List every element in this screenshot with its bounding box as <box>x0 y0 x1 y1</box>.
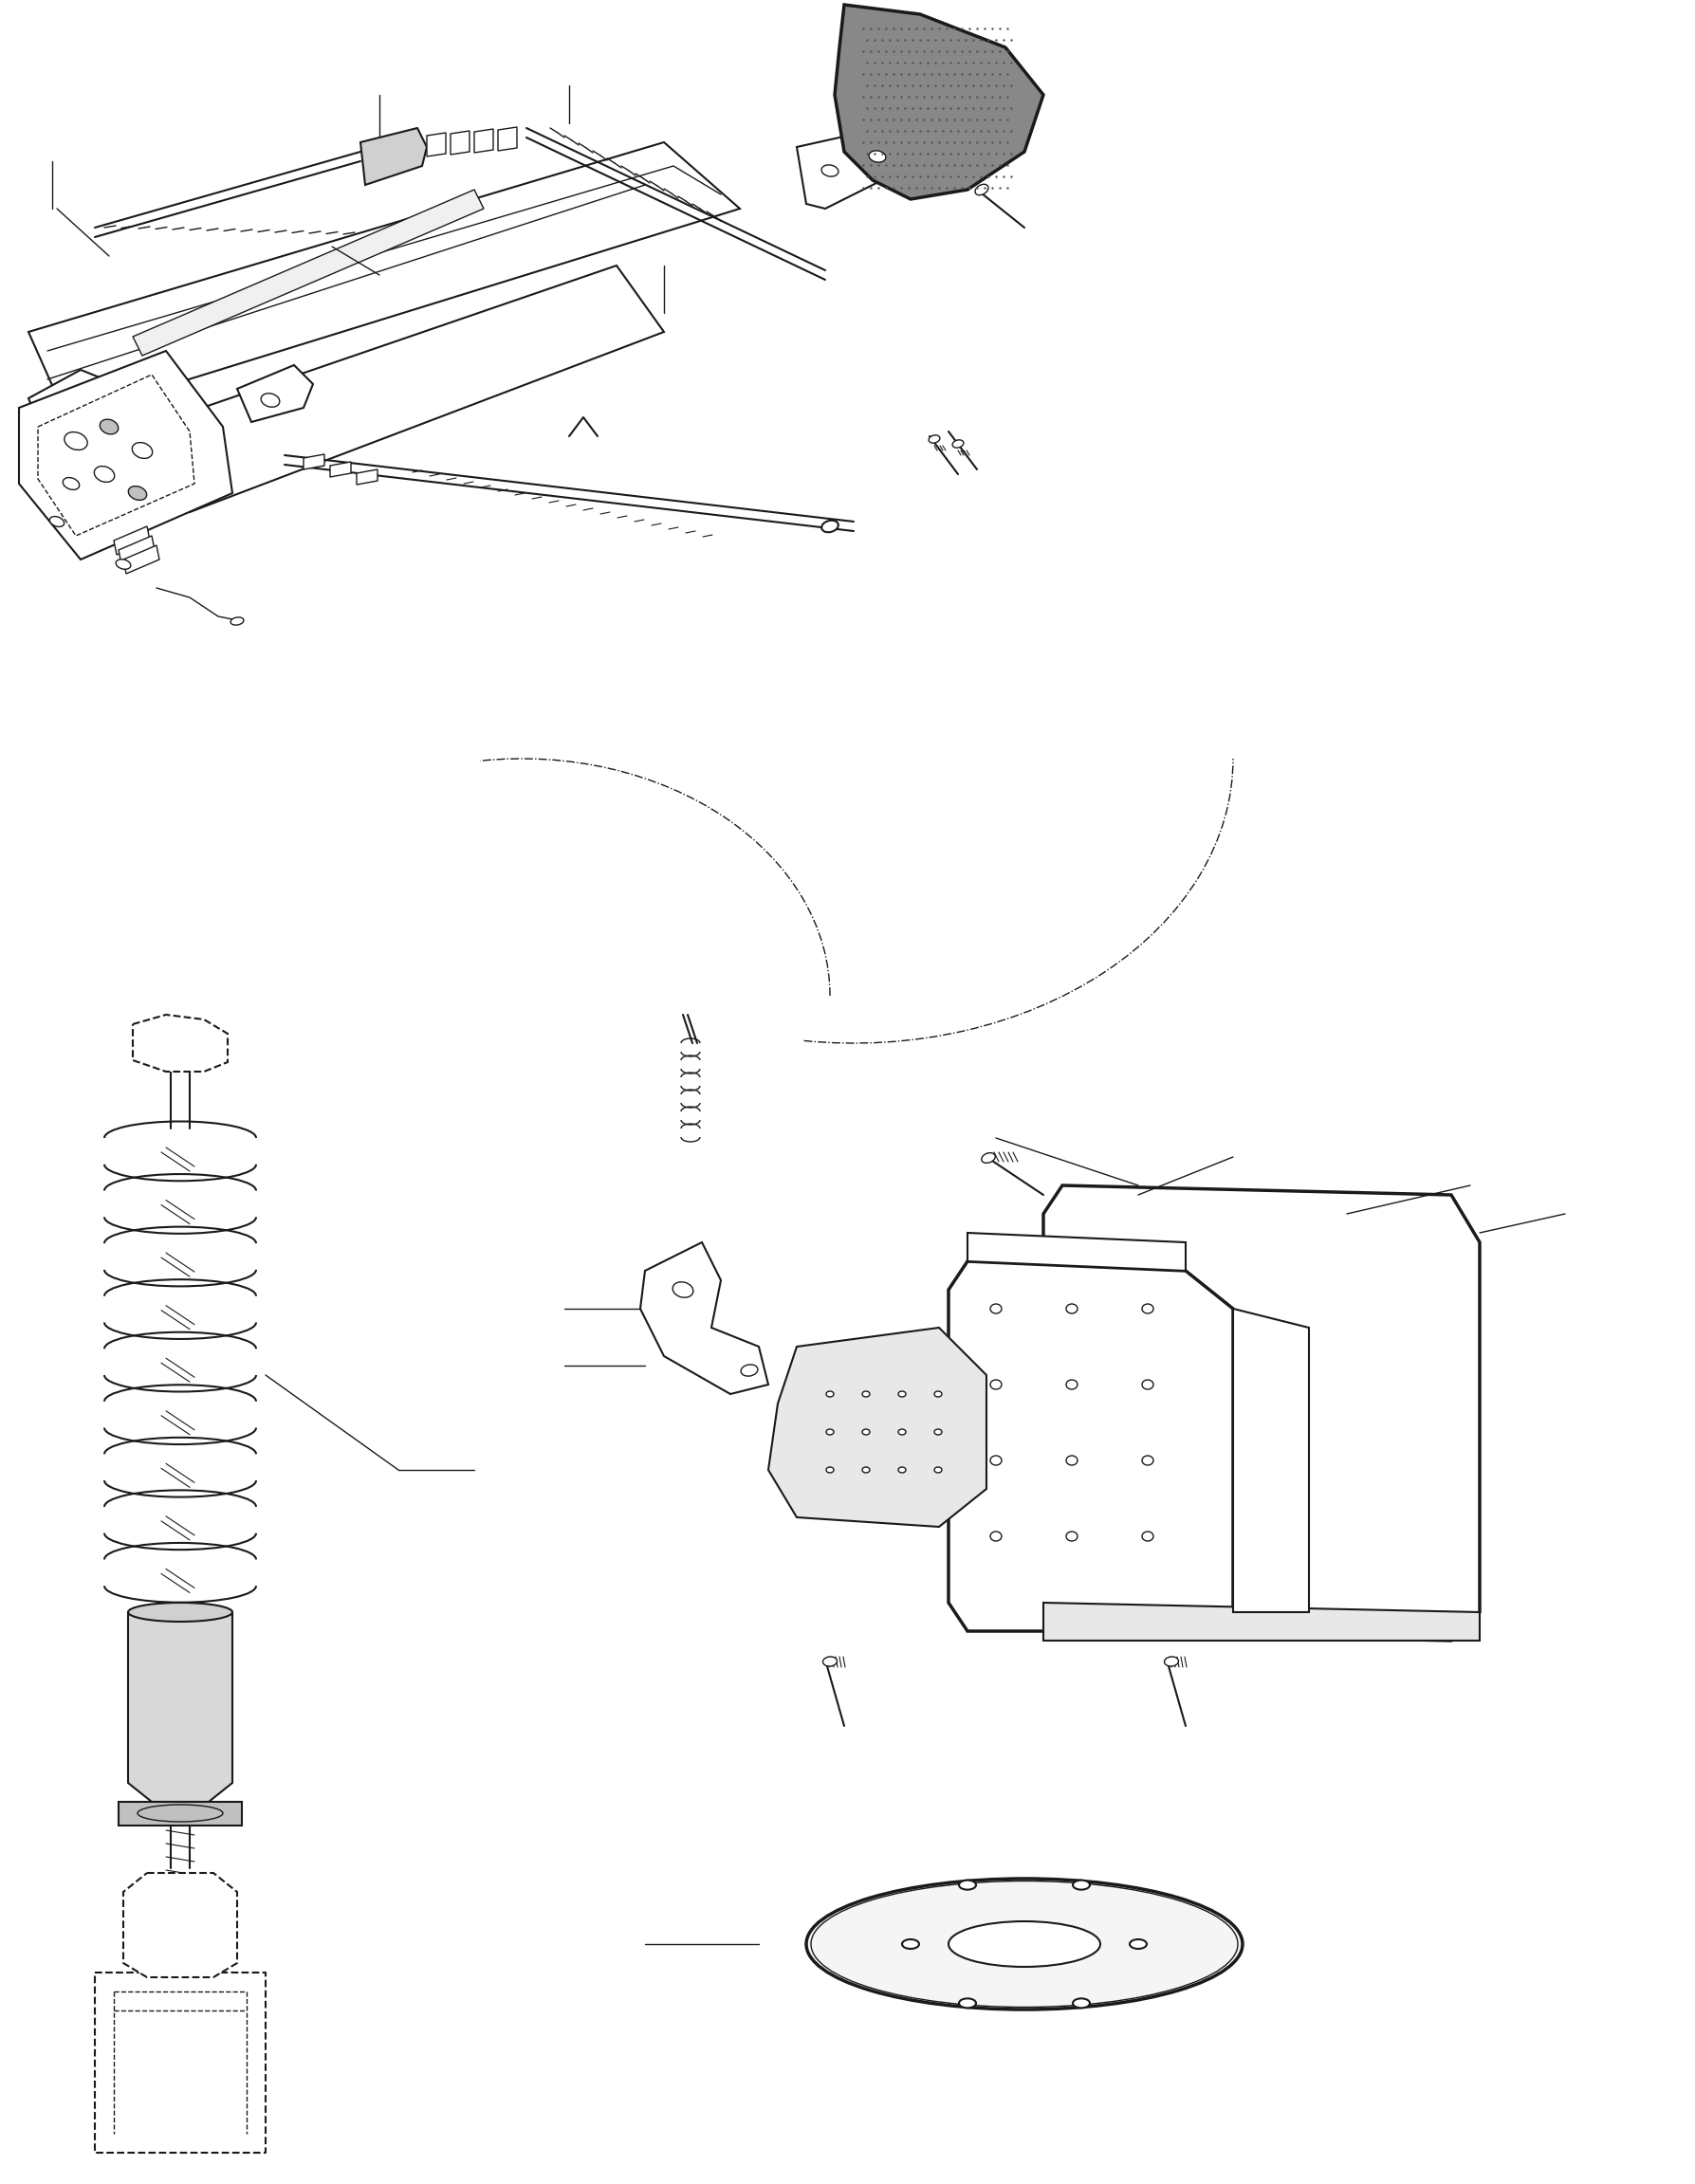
Ellipse shape <box>898 1468 905 1472</box>
Ellipse shape <box>1073 1880 1090 1889</box>
Polygon shape <box>303 454 324 470</box>
Ellipse shape <box>673 1282 693 1297</box>
Ellipse shape <box>1142 1380 1153 1389</box>
Ellipse shape <box>863 1428 870 1435</box>
Polygon shape <box>451 131 470 155</box>
Polygon shape <box>124 546 159 574</box>
Polygon shape <box>475 129 493 153</box>
Ellipse shape <box>129 487 147 500</box>
Ellipse shape <box>902 1939 919 1948</box>
Ellipse shape <box>49 515 64 526</box>
Polygon shape <box>29 369 105 454</box>
Ellipse shape <box>95 465 115 483</box>
Ellipse shape <box>231 618 244 625</box>
Polygon shape <box>427 133 446 157</box>
Ellipse shape <box>822 166 839 177</box>
Ellipse shape <box>870 151 886 162</box>
Ellipse shape <box>825 1428 834 1435</box>
Polygon shape <box>498 127 517 151</box>
Polygon shape <box>356 470 378 485</box>
Ellipse shape <box>822 520 839 533</box>
Ellipse shape <box>1129 1939 1148 1948</box>
Ellipse shape <box>981 1153 995 1164</box>
Ellipse shape <box>741 1365 758 1376</box>
Polygon shape <box>361 129 427 186</box>
Ellipse shape <box>953 439 963 448</box>
Ellipse shape <box>63 478 80 489</box>
Ellipse shape <box>807 1878 1242 2009</box>
Ellipse shape <box>1164 1658 1178 1666</box>
Ellipse shape <box>929 435 939 443</box>
Ellipse shape <box>822 1658 837 1666</box>
Polygon shape <box>768 1328 986 1527</box>
Ellipse shape <box>975 183 988 194</box>
Ellipse shape <box>990 1457 1002 1465</box>
Polygon shape <box>114 526 149 555</box>
Ellipse shape <box>959 1880 976 1889</box>
Ellipse shape <box>825 1468 834 1472</box>
Polygon shape <box>331 461 351 476</box>
Ellipse shape <box>898 1391 905 1398</box>
Ellipse shape <box>959 1998 976 2007</box>
Polygon shape <box>1232 1308 1309 1612</box>
Polygon shape <box>797 129 902 210</box>
Ellipse shape <box>949 1922 1100 1968</box>
Polygon shape <box>29 142 739 417</box>
Polygon shape <box>834 4 1044 199</box>
Ellipse shape <box>863 1468 870 1472</box>
Ellipse shape <box>137 1804 224 1821</box>
Ellipse shape <box>990 1304 1002 1313</box>
Ellipse shape <box>1073 1998 1090 2007</box>
Ellipse shape <box>129 1603 232 1623</box>
Ellipse shape <box>64 432 88 450</box>
Polygon shape <box>124 1874 237 1977</box>
Polygon shape <box>119 535 154 563</box>
Ellipse shape <box>132 443 153 459</box>
Ellipse shape <box>934 1391 942 1398</box>
Polygon shape <box>132 1016 227 1072</box>
Ellipse shape <box>1142 1531 1153 1542</box>
Polygon shape <box>641 1243 768 1393</box>
Polygon shape <box>1044 1603 1480 1640</box>
Ellipse shape <box>1066 1380 1078 1389</box>
Polygon shape <box>37 376 195 535</box>
Ellipse shape <box>934 1468 942 1472</box>
Ellipse shape <box>1066 1457 1078 1465</box>
Ellipse shape <box>825 1391 834 1398</box>
Ellipse shape <box>990 1531 1002 1542</box>
Ellipse shape <box>990 1380 1002 1389</box>
Ellipse shape <box>934 1428 942 1435</box>
Ellipse shape <box>115 559 131 570</box>
Ellipse shape <box>100 419 119 435</box>
Ellipse shape <box>1066 1531 1078 1542</box>
Polygon shape <box>19 352 232 559</box>
Ellipse shape <box>1142 1304 1153 1313</box>
Ellipse shape <box>863 1391 870 1398</box>
Polygon shape <box>129 1612 232 1802</box>
Ellipse shape <box>1066 1304 1078 1313</box>
Ellipse shape <box>1142 1457 1153 1465</box>
Polygon shape <box>237 365 314 422</box>
Ellipse shape <box>261 393 280 406</box>
Polygon shape <box>147 266 664 511</box>
Polygon shape <box>1044 1186 1480 1640</box>
Ellipse shape <box>898 1428 905 1435</box>
Ellipse shape <box>47 424 63 435</box>
Polygon shape <box>132 190 483 356</box>
Polygon shape <box>119 1802 242 1826</box>
Polygon shape <box>968 1232 1185 1271</box>
Ellipse shape <box>810 1880 1237 2007</box>
Polygon shape <box>949 1262 1232 1631</box>
